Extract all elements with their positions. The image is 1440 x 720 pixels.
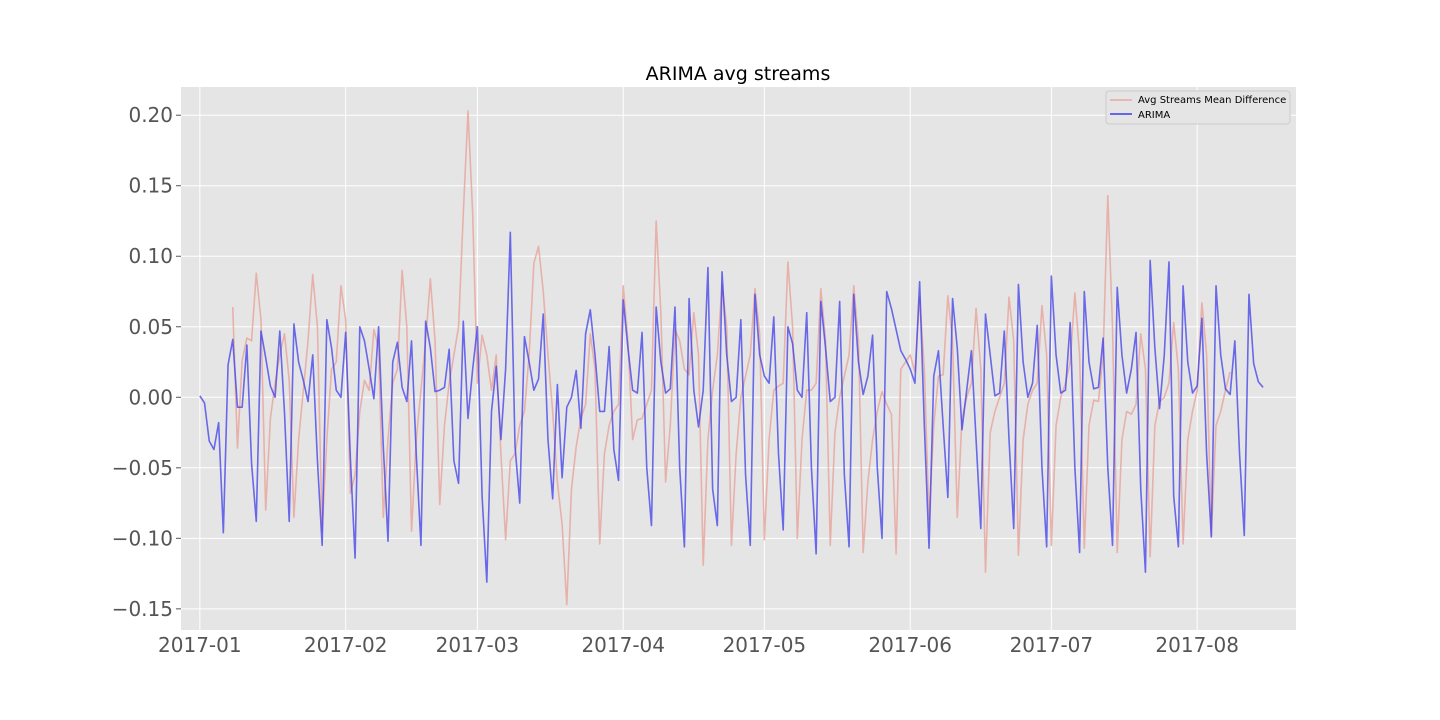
y-tick-label: 0.00 bbox=[128, 385, 173, 409]
x-axis-tick-labels: 2017-01 2017-02 2017-03 2017-04 2017-05 2017-… bbox=[158, 633, 1239, 657]
y-tick-label: 0.10 bbox=[128, 244, 173, 268]
avg-streams-line bbox=[231, 110, 1231, 606]
chart-title: ARIMA avg streams bbox=[646, 63, 831, 85]
x-tick-label: 2017-04 bbox=[581, 633, 665, 657]
series-lines bbox=[199, 110, 1264, 606]
legend-box bbox=[1105, 90, 1291, 125]
y-tick-label: 0.15 bbox=[128, 174, 173, 198]
chart-legend: Avg Streams Mean Difference ARIMA bbox=[1105, 90, 1291, 125]
y-tick-label: 0.05 bbox=[128, 315, 173, 339]
x-tick-label: 2017-02 bbox=[304, 633, 388, 657]
y-tick-label: −0.05 bbox=[112, 456, 173, 480]
y-tick-label: 0.20 bbox=[128, 103, 173, 127]
legend-label-avg-streams: Avg Streams Mean Difference bbox=[1138, 95, 1286, 106]
x-tick-label: 2017-03 bbox=[436, 633, 520, 657]
legend-label-arima: ARIMA bbox=[1138, 110, 1170, 121]
x-tick-label: 2017-07 bbox=[1010, 633, 1094, 657]
x-tick-label: 2017-01 bbox=[158, 633, 242, 657]
x-tick-label: 2017-05 bbox=[723, 633, 807, 657]
y-tick-label: −0.15 bbox=[112, 597, 173, 621]
x-tick-label: 2017-08 bbox=[1155, 633, 1239, 657]
y-tick-label: −0.10 bbox=[112, 526, 173, 550]
arima-line bbox=[199, 231, 1264, 583]
x-tick-label: 2017-06 bbox=[868, 633, 952, 657]
y-axis-tick-labels: 0.20 0.15 0.10 0.05 0.00 −0.05 −0.10 −0.15 bbox=[112, 103, 181, 621]
